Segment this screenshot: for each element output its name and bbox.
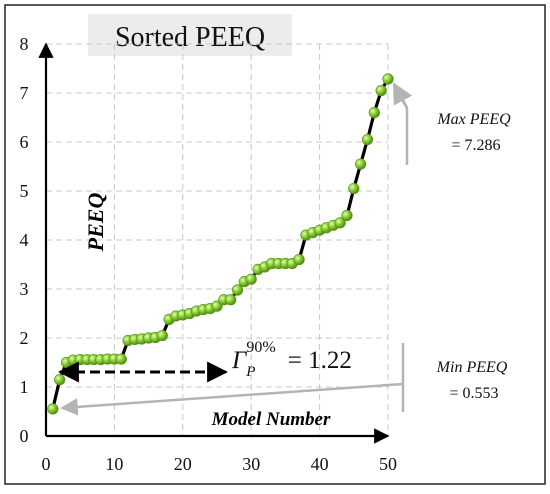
data-point (47, 403, 59, 415)
data-point (211, 300, 223, 312)
data-point (382, 73, 394, 85)
data-point (156, 329, 168, 342)
max-peeq-label: Max PEEQ (436, 111, 511, 128)
max-arrow (392, 82, 413, 109)
x-axis-label: Model Number (211, 409, 331, 430)
data-point (225, 294, 237, 306)
y-tick-label: 5 (20, 181, 29, 201)
x-tick-label: 20 (174, 454, 192, 474)
max-peeq-value: = 7.286 (451, 137, 500, 154)
gamma-value: = 1.22 (288, 347, 352, 374)
y-tick-label: 7 (20, 83, 29, 103)
gamma-superscript: 90% (246, 339, 275, 356)
data-point (348, 182, 360, 195)
data-point (361, 133, 374, 146)
gamma-subscript: P (245, 364, 255, 380)
min-peeq-label: Min PEEQ (436, 359, 508, 376)
data-point (245, 273, 257, 285)
chart-title: Sorted PEEQ (115, 22, 265, 53)
gamma-symbol: Γ (231, 347, 248, 374)
y-tick-label: 8 (20, 34, 29, 54)
min-arrow (60, 382, 404, 416)
data-point (341, 209, 353, 222)
y-tick-label: 3 (20, 279, 29, 299)
x-tick-label: 0 (42, 454, 51, 474)
data-point (54, 374, 66, 386)
grid (46, 43, 389, 436)
data-point (355, 158, 367, 170)
y-tick-label: 0 (20, 426, 29, 446)
x-tick-label: 50 (379, 454, 397, 474)
data-point (115, 353, 127, 365)
data-point (368, 106, 380, 119)
data-point (293, 254, 305, 266)
y-axis-label: PEEQ (83, 193, 108, 253)
data-point (231, 284, 244, 296)
outer-border (4, 4, 546, 485)
y-tick-label: 2 (20, 328, 29, 348)
data-point (375, 84, 387, 97)
data-point (334, 217, 346, 229)
x-tick-label: 10 (105, 454, 123, 474)
y-tick-label: 6 (20, 132, 29, 152)
y-tick-label: 4 (20, 230, 29, 250)
x-tick-label: 40 (311, 454, 329, 474)
y-tick-label: 1 (20, 377, 29, 397)
x-tick-label: 30 (242, 454, 260, 474)
min-peeq-value: = 0.553 (449, 385, 498, 402)
gamma-annotation: ΓP 90% = 1.22 (231, 339, 352, 380)
tick-labels: 0 10 20 30 40 50 0 1 2 3 4 5 6 7 8 (20, 34, 398, 474)
title-box (88, 14, 292, 56)
